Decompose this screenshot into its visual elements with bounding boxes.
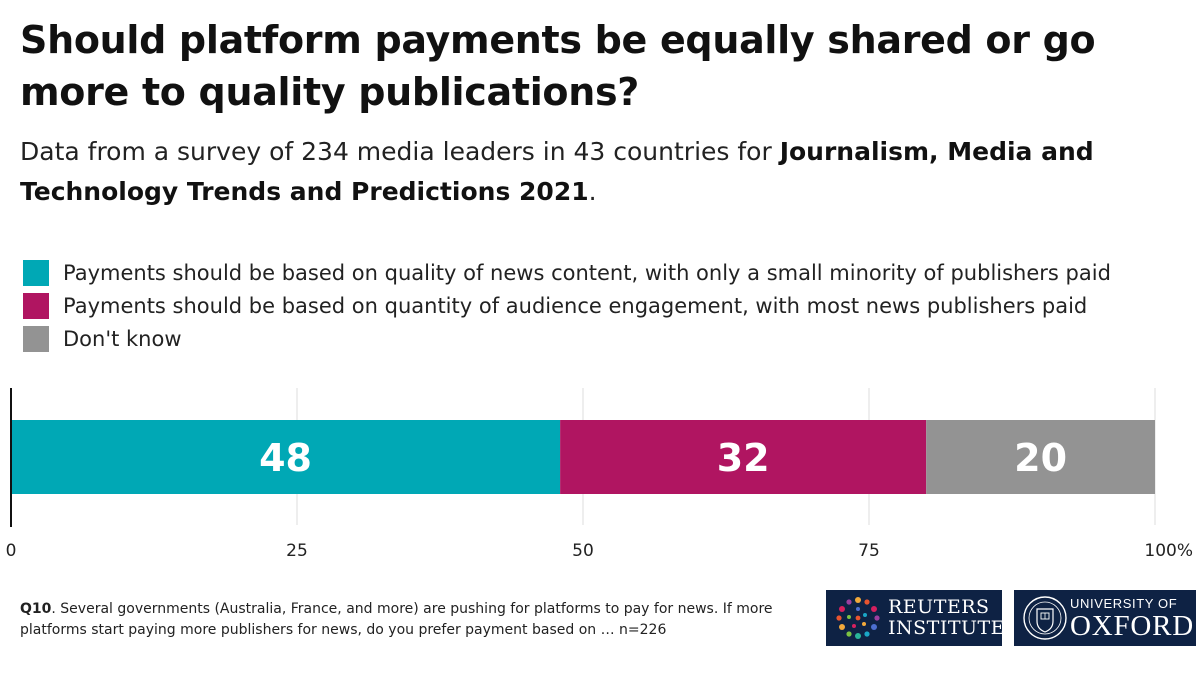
x-tick-label: 75 bbox=[858, 541, 880, 561]
bar-segment bbox=[926, 420, 1155, 494]
x-tick-label: 0 bbox=[6, 541, 17, 561]
data-label: 20 bbox=[1014, 436, 1067, 480]
oxford-logo-line-2: OXFORD bbox=[1070, 610, 1195, 642]
legend-label: Payments should be based on quality of n… bbox=[63, 260, 1111, 285]
legend-item: Payments should be based on quality of n… bbox=[23, 256, 1111, 289]
subtitle-end: . bbox=[588, 177, 597, 206]
x-tick-label: 50 bbox=[572, 541, 594, 561]
legend-swatch bbox=[23, 325, 49, 352]
subtitle-report-name: Journalism, Media and Technology Trends … bbox=[20, 137, 1094, 206]
legend-swatch bbox=[23, 292, 49, 319]
data-label: 48 bbox=[259, 436, 312, 480]
reuters-dots-logo-icon bbox=[836, 597, 880, 639]
footnote: Q10. Several governments (Australia, Fra… bbox=[20, 599, 800, 641]
reuters-logo-line-2: INSTITUTE bbox=[888, 617, 1006, 639]
footnote-text: . Several governments (Australia, France… bbox=[20, 601, 773, 638]
legend-label: Payments should be based on quantity of … bbox=[63, 293, 1088, 318]
x-tick-label: 100% bbox=[1144, 541, 1193, 561]
data-label: 32 bbox=[717, 436, 770, 480]
chart-subtitle: Data from a survey of 234 media leaders … bbox=[20, 132, 1180, 212]
oxford-logo-line-1: UNIVERSITY OF bbox=[1070, 596, 1178, 611]
chart-legend: Payments should be based on quality of n… bbox=[23, 256, 1111, 355]
x-tick-label: 25 bbox=[286, 541, 308, 561]
bar-segment bbox=[11, 420, 561, 494]
chart-title: Should platform payments be equally shar… bbox=[20, 18, 1096, 114]
university-of-oxford-logo: UNIVERSITY OF OXFORD bbox=[1014, 590, 1196, 646]
oxford-crest-icon bbox=[1023, 596, 1067, 640]
legend-item: Payments should be based on quantity of … bbox=[23, 289, 1111, 322]
legend-item: Don't know bbox=[23, 322, 1111, 355]
reuters-institute-logo: REUTERS INSTITUTE bbox=[826, 590, 1006, 646]
chart-plot: 48 32 20 0 25 50 75 100% bbox=[6, 388, 1193, 561]
subtitle-text: Data from a survey of 234 media leaders … bbox=[20, 137, 780, 166]
footnote-question-id: Q10 bbox=[20, 601, 52, 617]
bar-segment bbox=[560, 420, 927, 494]
legend-label: Don't know bbox=[63, 326, 182, 351]
reuters-logo-line-1: REUTERS bbox=[888, 596, 990, 618]
legend-swatch bbox=[23, 259, 49, 286]
